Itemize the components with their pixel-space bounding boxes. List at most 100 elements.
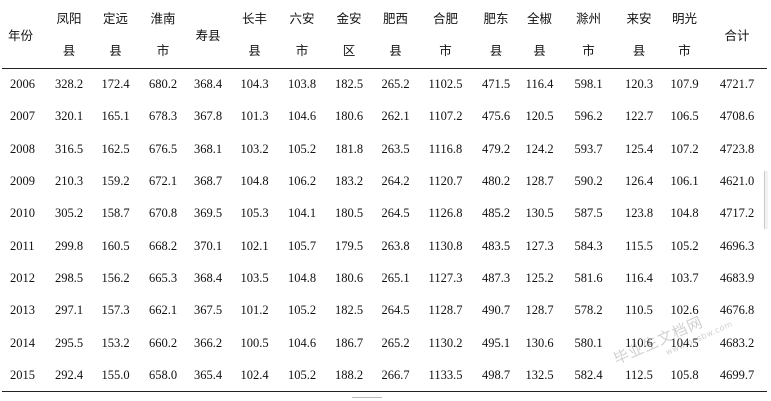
- value-cell: 158.7: [101, 206, 130, 221]
- header-label-line1: 肥西: [382, 11, 408, 26]
- value-cell: 678.3: [148, 109, 178, 124]
- column-header: 寿县: [187, 4, 229, 69]
- value-cell: 320.1: [54, 109, 84, 124]
- value-cell: 4676.8: [719, 303, 755, 318]
- value-cell: 1127.3: [428, 270, 463, 285]
- value-cell: 265.1: [381, 270, 410, 285]
- value-cell: 264.2: [381, 174, 410, 189]
- page-edge-mark: [352, 397, 382, 398]
- value-cell: 581.6: [574, 270, 603, 285]
- value-cell: 680.2: [148, 77, 178, 92]
- value-cell: 179.5: [334, 238, 364, 253]
- value-cell: 127.3: [525, 238, 554, 253]
- value-cell: 660.2: [148, 335, 178, 350]
- header-label-line2: 市: [156, 43, 170, 58]
- value-cell: 1116.8: [428, 141, 463, 156]
- header-label-line1: 全椒: [526, 11, 552, 26]
- header-label-line1: 年份: [8, 28, 34, 43]
- value-cell: 578.2: [574, 303, 603, 318]
- value-cell: 110.5: [625, 303, 653, 318]
- scrollbar-edge[interactable]: [764, 171, 768, 229]
- header-label-line2: 县: [109, 43, 122, 58]
- column-header: 来安县: [616, 4, 662, 69]
- value-cell: 105.2: [670, 238, 699, 253]
- column-header: 全椒县: [518, 4, 561, 69]
- value-cell: 370.1: [193, 238, 223, 253]
- value-cell: 1130.8: [428, 238, 463, 253]
- value-cell: 598.1: [574, 77, 603, 92]
- value-cell: 116.4: [525, 77, 554, 92]
- value-cell: 316.5: [54, 141, 84, 156]
- value-cell: 156.2: [101, 270, 130, 285]
- value-cell: 479.2: [481, 141, 511, 156]
- value-cell: 264.5: [381, 206, 410, 221]
- value-cell: 160.5: [101, 238, 130, 253]
- value-cell: 4723.8: [719, 141, 755, 156]
- column-header-year: 年份: [2, 4, 46, 69]
- value-cell: 266.7: [374, 359, 417, 392]
- value-cell: 587.5: [574, 206, 603, 221]
- value-cell: 157.3: [101, 303, 130, 318]
- table-body: 2006 328.2 172.4 680.2 368.4 104.3 103.8 182.5 2…: [2, 69, 767, 392]
- header-label-line2: 县: [632, 43, 646, 58]
- value-cell: 125.2: [525, 270, 554, 285]
- value-cell: 4621.0: [719, 174, 755, 189]
- value-cell: 265.2: [381, 335, 410, 350]
- value-cell: 368.1: [193, 141, 223, 156]
- value-cell: 1130.2: [428, 335, 463, 350]
- value-cell: 299.8: [54, 238, 84, 253]
- value-cell: 116.4: [625, 270, 653, 285]
- header-label-line1: 六安: [289, 11, 315, 26]
- value-cell: 180.5: [334, 206, 364, 221]
- value-cell: 292.4: [46, 359, 92, 392]
- value-cell: 1128.7: [428, 303, 463, 318]
- value-cell: 172.4: [101, 77, 130, 92]
- table-row: 2011 299.8 160.5 668.2 370.1 102.1 105.7 179.5 2…: [2, 230, 767, 262]
- column-header: 淮南市: [139, 4, 187, 69]
- header-label-line1: 明光: [671, 11, 697, 26]
- year-cell: 2009: [10, 174, 35, 189]
- value-cell: 104.6: [287, 335, 317, 350]
- value-cell: 115.5: [625, 238, 653, 253]
- value-cell: 103.8: [287, 77, 317, 92]
- table-row: 2007 320.1 165.1 678.3 367.8 101.3 104.6 180.6 2…: [2, 101, 767, 133]
- value-cell: 165.1: [101, 109, 130, 124]
- column-header: 合肥市: [417, 4, 474, 69]
- value-cell: 483.5: [481, 238, 511, 253]
- value-cell: 106.5: [670, 109, 699, 124]
- value-cell: 103.5: [240, 270, 269, 285]
- header-label-line2: 市: [678, 43, 691, 58]
- value-cell: 365.4: [187, 359, 229, 392]
- value-cell: 297.1: [54, 303, 84, 318]
- value-cell: 485.2: [481, 206, 511, 221]
- header-label-line1: 来安: [626, 11, 652, 26]
- header-label-line1: 寿县: [195, 28, 221, 43]
- value-cell: 130.6: [525, 335, 554, 350]
- value-cell: 183.2: [334, 174, 364, 189]
- value-cell: 580.1: [574, 335, 603, 350]
- value-cell: 263.5: [381, 141, 410, 156]
- value-cell: 1126.8: [428, 206, 463, 221]
- value-cell: 182.5: [334, 303, 364, 318]
- year-cell: 2015: [2, 359, 46, 392]
- year-cell: 2010: [10, 206, 35, 221]
- value-cell: 295.5: [54, 335, 84, 350]
- value-cell: 368.7: [193, 174, 223, 189]
- value-cell: 593.7: [574, 141, 603, 156]
- value-cell: 328.2: [54, 77, 84, 92]
- header-row: 年份 凤阳县定远县淮南市寿县 长丰县六安市金安区肥西县合肥市肥东县全椒县滁州市来安县…: [2, 4, 767, 69]
- year-cell: 2013: [10, 303, 35, 318]
- value-cell: 490.7: [481, 303, 511, 318]
- header-label-line2: 县: [489, 43, 503, 58]
- value-cell: 4699.7: [707, 359, 767, 392]
- value-cell: 4696.3: [719, 238, 755, 253]
- value-cell: 125.4: [624, 141, 654, 156]
- value-cell: 124.2: [525, 141, 554, 156]
- year-cell: 2006: [10, 77, 35, 92]
- value-cell: 665.3: [148, 270, 178, 285]
- value-cell: 471.5: [481, 77, 511, 92]
- table-row: 2010 305.2 158.7 670.8 369.5 105.3 104.1 180.5 2…: [2, 198, 767, 230]
- header-label-line2: 市: [439, 43, 452, 58]
- value-cell: 1102.5: [428, 77, 463, 92]
